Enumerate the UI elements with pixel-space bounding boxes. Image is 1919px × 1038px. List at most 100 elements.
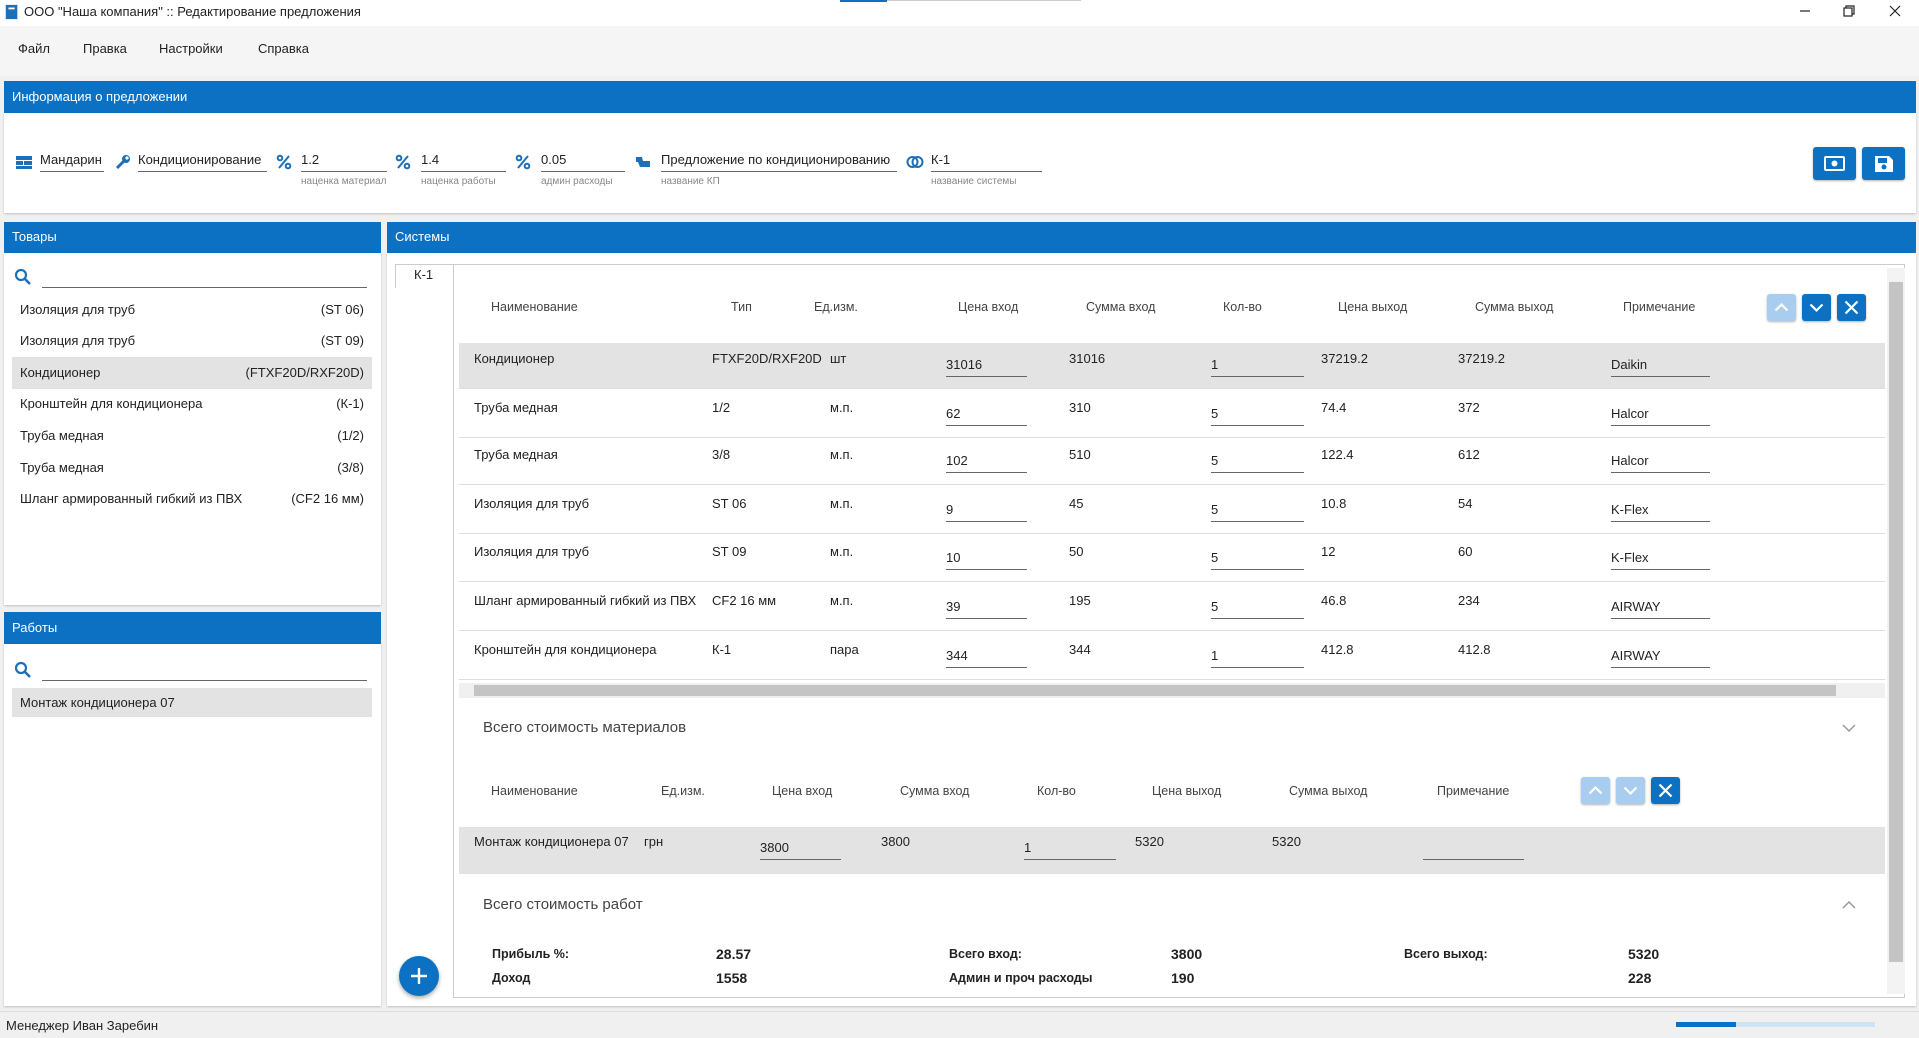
works-header (4, 612, 381, 644)
cell-price-in[interactable]: 39 (946, 595, 1027, 619)
info-field[interactable]: Мандарин (40, 148, 104, 172)
icon-part (636, 157, 650, 167)
goods-name[interactable]: Шланг армированный гибкий из ПВХ (20, 491, 243, 506)
system-tab-label: К-1 (414, 267, 434, 282)
restore-button[interactable] (1840, 2, 1858, 20)
cell-note[interactable]: Halcor (1611, 402, 1710, 426)
close-button[interactable] (1886, 2, 1904, 20)
icon-part (1774, 302, 1789, 312)
cell-type: ST 06 (712, 496, 747, 511)
icon-part (1889, 5, 1901, 17)
field-icon (394, 153, 412, 171)
move-down-button[interactable] (1616, 777, 1645, 804)
cell-sum-out: 60 (1458, 544, 1473, 559)
menu-item[interactable]: Файл (18, 41, 50, 56)
cell-note[interactable]: Daikin (1611, 353, 1710, 377)
save-button[interactable] (1862, 147, 1905, 180)
works-search[interactable] (42, 657, 367, 681)
cell-qty[interactable]: 5 (1211, 595, 1304, 619)
info-field[interactable]: 1.4 (421, 148, 506, 172)
cell-qty[interactable]: 1 (1024, 836, 1116, 860)
remove-button[interactable] (1651, 777, 1680, 804)
column-header: Сумма вход (900, 784, 970, 798)
cell-price-in[interactable]: 102 (946, 449, 1027, 473)
cell-price-in[interactable]: 10 (946, 546, 1027, 570)
cell-note-text: Halcor (1611, 406, 1649, 421)
goods-name[interactable]: Кронштейн для кондиционера (20, 396, 203, 411)
goods-search[interactable] (42, 264, 367, 288)
info-field[interactable]: 0.05 (541, 148, 625, 172)
summary-value: 1558 (716, 970, 748, 986)
cell-note[interactable] (1423, 836, 1524, 860)
cell-qty[interactable]: 1 (1211, 644, 1304, 668)
cell-note[interactable]: K-Flex (1611, 498, 1710, 522)
icon-part (16, 166, 32, 169)
cell-qty[interactable]: 5 (1211, 449, 1304, 473)
menu-item[interactable]: Настройки (159, 41, 223, 56)
expand-chevron[interactable] (1840, 719, 1858, 737)
icon-part (403, 162, 411, 170)
cell-note[interactable]: AIRWAY (1611, 595, 1710, 619)
goods-code: (ST 06) (320, 302, 364, 317)
goods-name[interactable]: Кондиционер (20, 365, 101, 380)
info-field[interactable]: К-1 (931, 148, 1042, 172)
icon-part (24, 278, 31, 285)
cell-qty[interactable]: 5 (1211, 402, 1304, 426)
cell-price-in[interactable]: 31016 (946, 353, 1027, 377)
summary-value: 228 (1628, 970, 1652, 986)
cell-qty-text: 5 (1211, 453, 1219, 468)
icon-part (1875, 156, 1893, 172)
cell-sum-in: 344 (1069, 642, 1091, 657)
cell-note[interactable]: Halcor (1611, 449, 1710, 473)
field-icon (275, 153, 293, 171)
system-tab[interactable] (395, 264, 454, 288)
info-field[interactable]: 1.2 (301, 148, 387, 172)
cell-qty[interactable]: 5 (1211, 546, 1304, 570)
icon-part (16, 156, 32, 169)
add-button[interactable] (399, 956, 439, 996)
info-field-text: 0.05 (541, 152, 567, 167)
goods-title: Товары (12, 229, 57, 244)
icon-part (1844, 300, 1859, 315)
move-up-button[interactable] (1767, 294, 1796, 321)
menu-item[interactable]: Правка (83, 41, 127, 56)
cell-type: 3/8 (712, 447, 731, 462)
cell-qty[interactable]: 5 (1211, 498, 1304, 522)
info-field[interactable]: Предложение по кондиционированию (661, 148, 897, 172)
preview-button[interactable] (1813, 147, 1856, 180)
cell-price-in[interactable]: 3800 (760, 836, 841, 860)
collapse-chevron[interactable] (1840, 896, 1858, 914)
move-up-button[interactable] (1581, 777, 1610, 804)
remove-button[interactable] (1837, 294, 1866, 321)
column-header: Кол-во (1223, 300, 1262, 314)
column-header: Цена выход (1338, 300, 1408, 314)
h-scrollbar-thumb[interactable] (474, 685, 1836, 696)
move-down-button[interactable] (1802, 294, 1831, 321)
cell-price-in[interactable]: 62 (946, 402, 1027, 426)
icon-part (278, 155, 290, 169)
menu-item[interactable]: Справка (258, 41, 309, 56)
column-header: Кол-во (1037, 784, 1076, 798)
cell-price-in[interactable]: 344 (946, 644, 1027, 668)
minimize-button[interactable] (1796, 2, 1814, 20)
cell-note[interactable]: K-Flex (1611, 546, 1710, 570)
summary-value: 28.57 (716, 946, 752, 962)
column-header: Сумма выход (1289, 784, 1368, 798)
cell-price-in[interactable]: 9 (946, 498, 1027, 522)
goods-name[interactable]: Изоляция для труб (20, 302, 136, 317)
icon-part (14, 661, 28, 675)
cell-qty[interactable]: 1 (1211, 353, 1304, 377)
info-field[interactable]: Кондиционирование (138, 148, 267, 172)
goods-name[interactable]: Изоляция для труб (20, 333, 136, 348)
icon-part (115, 155, 130, 170)
goods-name[interactable]: Труба медная (20, 428, 104, 443)
v-scrollbar-thumb[interactable] (1889, 282, 1903, 962)
cell-sum-in: 3800 (881, 834, 910, 849)
cell-note[interactable]: AIRWAY (1611, 644, 1710, 668)
goods-name[interactable]: Труба медная (20, 460, 104, 475)
icon-part (16, 156, 32, 160)
icon-part (276, 154, 292, 170)
works-name[interactable]: Монтаж кондиционера 07 (20, 695, 175, 710)
selected-row (459, 827, 1885, 874)
cell-sum-out: 5320 (1272, 834, 1301, 849)
